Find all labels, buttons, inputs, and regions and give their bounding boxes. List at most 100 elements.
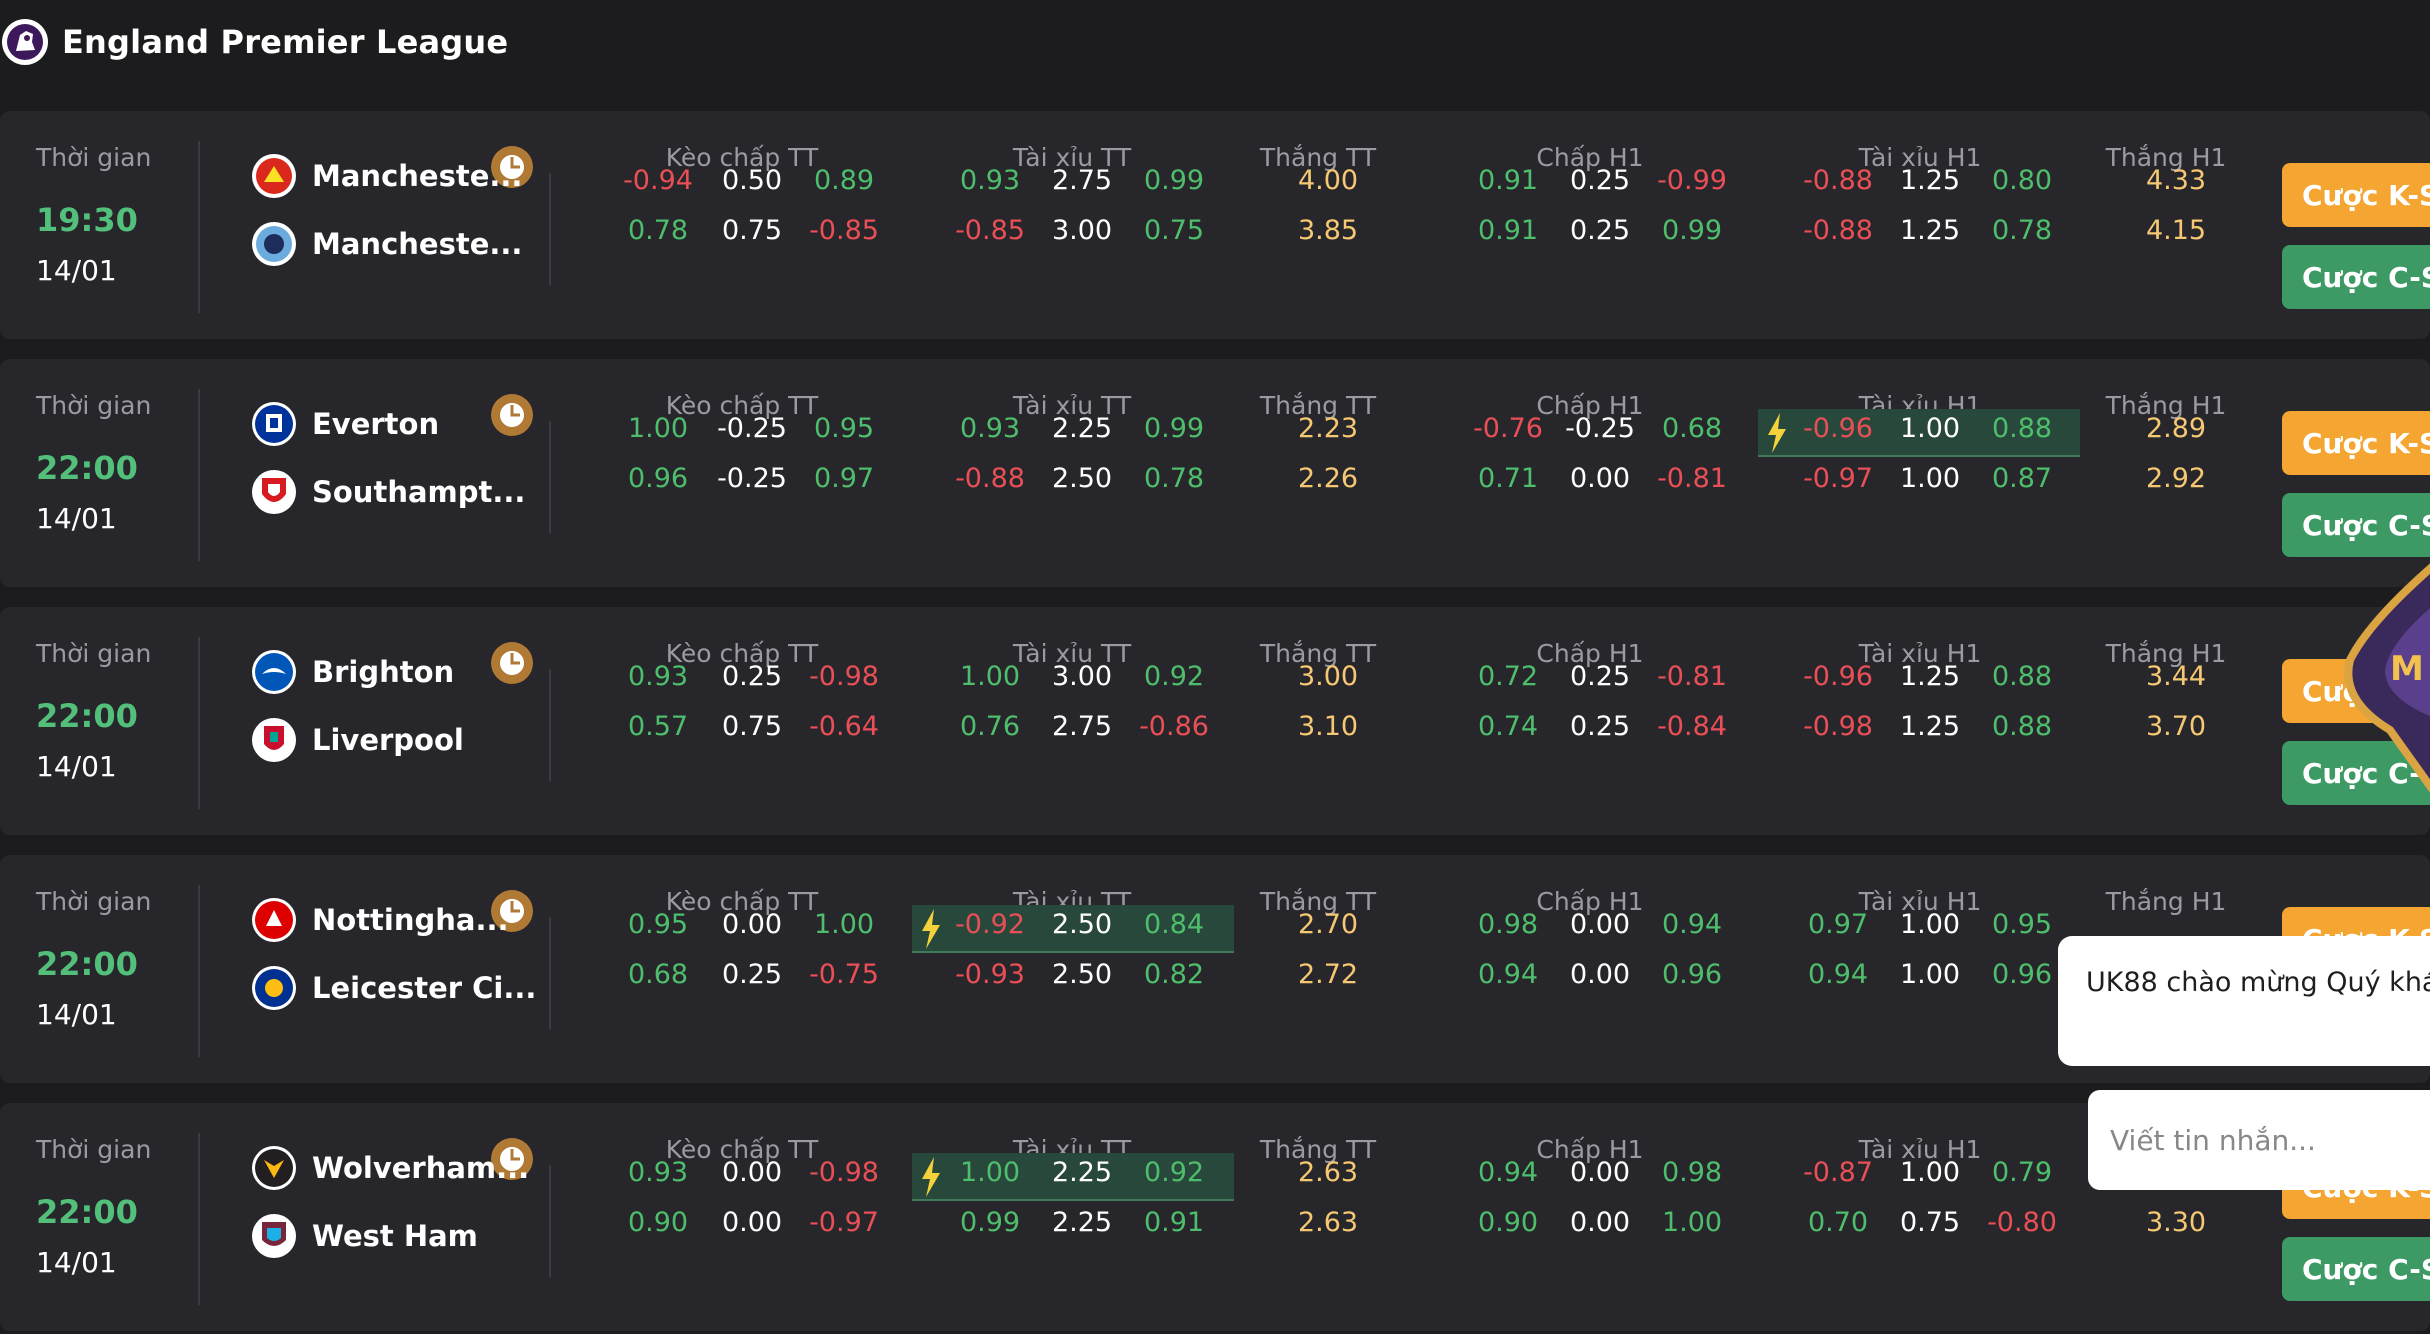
- bet-k-button[interactable]: Cược K-S: [2282, 411, 2430, 475]
- odds-hc-ft[interactable]: -0.94: [623, 165, 693, 196]
- odds-ou-ft[interactable]: 0.99: [1143, 165, 1205, 196]
- odds-hc-h1[interactable]: -0.81: [1657, 463, 1727, 494]
- odds-ou-h1[interactable]: 0.79: [1991, 1157, 2053, 1188]
- odds-ou-h1[interactable]: 0.96: [1991, 959, 2053, 990]
- odds-hc-h1[interactable]: 0.71: [1477, 463, 1539, 494]
- odds-hc-ft[interactable]: 0.57: [627, 711, 689, 742]
- odds-hc-ft[interactable]: 0.68: [627, 959, 689, 990]
- odds-ou-h1[interactable]: 0.97: [1807, 909, 1869, 940]
- odds-hc-ft[interactable]: 0.93: [627, 661, 689, 692]
- odds-ou-ft[interactable]: 0.99: [959, 1207, 1021, 1238]
- match-stats-icon[interactable]: [490, 889, 534, 933]
- away-team[interactable]: West Ham: [250, 1211, 478, 1261]
- odds-ou-ft[interactable]: 1.00: [959, 661, 1021, 692]
- home-team[interactable]: Everton: [250, 399, 439, 449]
- odds-win-h1[interactable]: 3.44: [2145, 661, 2207, 692]
- bet-k-button[interactable]: Cược K-S: [2282, 163, 2430, 227]
- odds-hc-ft[interactable]: 0.78: [627, 215, 689, 246]
- odds-win-ft[interactable]: 4.00: [1297, 165, 1359, 196]
- away-team[interactable]: Mancheste...: [250, 219, 522, 269]
- odds-hc-ft[interactable]: 1.00: [627, 413, 689, 444]
- odds-ou-h1[interactable]: 0.88: [1991, 661, 2053, 692]
- odds-ou-ft[interactable]: 0.92: [1143, 661, 1205, 692]
- odds-ou-h1[interactable]: -0.88: [1803, 165, 1873, 196]
- away-team[interactable]: Southampt...: [250, 467, 525, 517]
- away-team[interactable]: Leicester Ci...: [250, 963, 536, 1013]
- odds-hc-ft[interactable]: -0.98: [809, 1157, 879, 1188]
- odds-hc-ft[interactable]: -0.75: [809, 959, 879, 990]
- odds-ou-ft[interactable]: 0.82: [1143, 959, 1205, 990]
- odds-win-ft[interactable]: 2.26: [1297, 463, 1359, 494]
- odds-hc-h1[interactable]: 0.98: [1477, 909, 1539, 940]
- bet-c-button[interactable]: Cược C-S: [2282, 493, 2430, 557]
- odds-hc-h1[interactable]: -0.99: [1657, 165, 1727, 196]
- odds-win-ft[interactable]: 2.63: [1297, 1157, 1359, 1188]
- odds-ou-ft[interactable]: 0.75: [1143, 215, 1205, 246]
- odds-ou-h1[interactable]: 0.88: [1991, 711, 2053, 742]
- odds-win-ft[interactable]: 2.23: [1297, 413, 1359, 444]
- odds-ou-h1[interactable]: 0.95: [1991, 909, 2053, 940]
- odds-ou-h1[interactable]: -0.97: [1803, 463, 1873, 494]
- odds-win-h1[interactable]: 2.92: [2145, 463, 2207, 494]
- match-stats-icon[interactable]: [490, 641, 534, 685]
- odds-ou-h1[interactable]: -0.80: [1987, 1207, 2057, 1238]
- odds-ou-ft[interactable]: 0.91: [1143, 1207, 1205, 1238]
- odds-ou-h1[interactable]: 0.70: [1807, 1207, 1869, 1238]
- promo-spade-badge-icon[interactable]: M: [2330, 560, 2430, 800]
- home-team[interactable]: Mancheste...: [250, 151, 522, 201]
- odds-hc-ft[interactable]: -0.85: [809, 215, 879, 246]
- odds-hc-h1[interactable]: 0.96: [1661, 959, 1723, 990]
- home-team[interactable]: Nottingha...: [250, 895, 509, 945]
- odds-hc-h1[interactable]: 0.90: [1477, 1207, 1539, 1238]
- match-stats-icon[interactable]: [490, 393, 534, 437]
- chat-message-input[interactable]: [2088, 1090, 2430, 1190]
- odds-ou-h1[interactable]: 0.78: [1991, 215, 2053, 246]
- odds-ou-ft[interactable]: -0.85: [955, 215, 1025, 246]
- odds-win-h1[interactable]: 3.30: [2145, 1207, 2207, 1238]
- odds-hc-h1[interactable]: -0.84: [1657, 711, 1727, 742]
- odds-ou-ft[interactable]: 0.99: [1143, 413, 1205, 444]
- odds-ou-ft[interactable]: 0.78: [1143, 463, 1205, 494]
- odds-ou-h1[interactable]: -0.87: [1803, 1157, 1873, 1188]
- home-team[interactable]: Wolverham...: [250, 1143, 529, 1193]
- odds-hc-h1[interactable]: 1.00: [1661, 1207, 1723, 1238]
- odds-hc-ft[interactable]: 0.93: [627, 1157, 689, 1188]
- odds-hc-h1[interactable]: 0.74: [1477, 711, 1539, 742]
- away-team[interactable]: Liverpool: [250, 715, 464, 765]
- odds-win-ft[interactable]: 3.85: [1297, 215, 1359, 246]
- odds-ou-ft[interactable]: 0.93: [959, 165, 1021, 196]
- odds-win-ft[interactable]: 2.72: [1297, 959, 1359, 990]
- odds-ou-ft[interactable]: -0.93: [955, 959, 1025, 990]
- odds-ou-h1[interactable]: 0.94: [1807, 959, 1869, 990]
- odds-hc-h1[interactable]: -0.76: [1473, 413, 1543, 444]
- odds-hc-h1[interactable]: 0.91: [1477, 165, 1539, 196]
- odds-win-h1[interactable]: 2.89: [2145, 413, 2207, 444]
- odds-win-ft[interactable]: 2.63: [1297, 1207, 1359, 1238]
- match-stats-icon[interactable]: [490, 1137, 534, 1181]
- odds-win-h1[interactable]: 4.33: [2145, 165, 2207, 196]
- odds-hc-h1[interactable]: -0.81: [1657, 661, 1727, 692]
- odds-hc-h1[interactable]: 0.98: [1661, 1157, 1723, 1188]
- odds-hc-ft[interactable]: 0.95: [627, 909, 689, 940]
- odds-win-h1[interactable]: 4.15: [2145, 215, 2207, 246]
- odds-ou-ft[interactable]: 0.76: [959, 711, 1021, 742]
- odds-hc-h1[interactable]: 0.94: [1661, 909, 1723, 940]
- odds-win-h1[interactable]: 3.70: [2145, 711, 2207, 742]
- odds-ou-ft[interactable]: -0.86: [1139, 711, 1209, 742]
- odds-ou-h1[interactable]: 0.88: [1991, 413, 2053, 444]
- odds-hc-ft[interactable]: 0.89: [813, 165, 875, 196]
- odds-ou-ft[interactable]: 0.92: [1143, 1157, 1205, 1188]
- odds-hc-ft[interactable]: 0.95: [813, 413, 875, 444]
- odds-hc-ft[interactable]: 0.97: [813, 463, 875, 494]
- match-stats-icon[interactable]: [490, 145, 534, 189]
- odds-hc-ft[interactable]: 1.00: [813, 909, 875, 940]
- bet-c-button[interactable]: Cược C-S: [2282, 245, 2430, 309]
- odds-hc-h1[interactable]: 0.99: [1661, 215, 1723, 246]
- odds-ou-ft[interactable]: -0.88: [955, 463, 1025, 494]
- odds-win-ft[interactable]: 3.00: [1297, 661, 1359, 692]
- odds-ou-h1[interactable]: -0.98: [1803, 711, 1873, 742]
- odds-hc-ft[interactable]: 0.90: [627, 1207, 689, 1238]
- odds-ou-h1[interactable]: 0.80: [1991, 165, 2053, 196]
- odds-ou-ft[interactable]: 0.84: [1143, 909, 1205, 940]
- odds-ou-ft[interactable]: 0.93: [959, 413, 1021, 444]
